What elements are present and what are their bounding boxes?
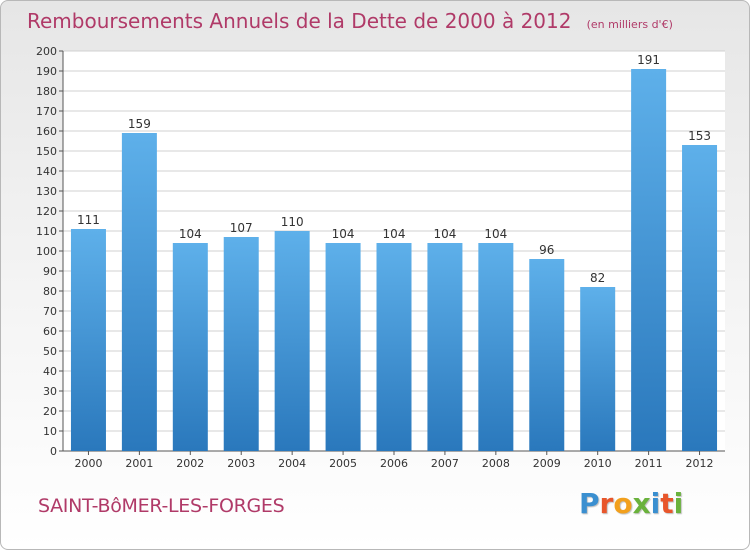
x-tick-label-2003: 2003 — [227, 457, 255, 470]
x-tick-label-2007: 2007 — [431, 457, 459, 470]
y-tick-label: 70 — [43, 305, 57, 318]
x-tick-label-2001: 2001 — [125, 457, 153, 470]
commune-name: SAINT-BôMER-LES-FORGES — [38, 495, 285, 517]
bar-2004 — [274, 231, 310, 451]
data-label-2007: 104 — [433, 227, 456, 241]
data-label-2009: 96 — [539, 243, 554, 257]
y-tick-label: 110 — [36, 225, 57, 238]
y-tick-label: 150 — [36, 145, 57, 158]
bar-2002 — [172, 243, 208, 451]
y-tick-label: 90 — [43, 265, 57, 278]
bar-2000 — [70, 229, 106, 451]
y-tick-label: 140 — [36, 165, 57, 178]
bar-2007 — [427, 243, 463, 451]
logo-letter: o — [613, 487, 633, 520]
bar-2008 — [478, 243, 514, 451]
y-tick-label: 30 — [43, 385, 57, 398]
chart-title-block: Remboursements Annuels de la Dette de 20… — [27, 9, 673, 33]
y-tick-label: 120 — [36, 205, 57, 218]
y-tick-label: 130 — [36, 185, 57, 198]
unit-note: (en milliers d'€) — [586, 18, 673, 31]
x-tick-label-2005: 2005 — [329, 457, 357, 470]
data-label-2003: 107 — [230, 221, 253, 235]
x-tick-label-2011: 2011 — [635, 457, 663, 470]
y-tick-label: 100 — [36, 245, 57, 258]
bar-2001 — [121, 133, 157, 451]
y-tick-label: 10 — [43, 425, 57, 438]
logo-letter: x — [632, 487, 651, 520]
data-label-2010: 82 — [590, 271, 605, 285]
data-label-2002: 104 — [179, 227, 202, 241]
y-tick-label: 60 — [43, 325, 57, 338]
bar-2006 — [376, 243, 412, 451]
x-tick-label-2009: 2009 — [533, 457, 561, 470]
logo-letter: P — [579, 487, 600, 520]
bar-2005 — [325, 243, 361, 451]
y-tick-label: 0 — [50, 445, 57, 458]
logo-letter: i — [650, 487, 661, 520]
data-label-2008: 104 — [484, 227, 507, 241]
x-tick-label-2006: 2006 — [380, 457, 408, 470]
bar-2012 — [682, 145, 718, 451]
bar-2009 — [529, 259, 565, 451]
y-tick-label: 160 — [36, 125, 57, 138]
bar-2003 — [223, 237, 259, 451]
y-tick-label: 40 — [43, 365, 57, 378]
y-tick-label: 170 — [36, 105, 57, 118]
logo-letter: i — [673, 487, 684, 520]
data-label-2012: 153 — [688, 129, 711, 143]
y-tick-label: 50 — [43, 345, 57, 358]
data-label-2011: 191 — [637, 53, 660, 67]
x-tick-label-2000: 2000 — [74, 457, 102, 470]
data-label-2005: 104 — [332, 227, 355, 241]
bar-2010 — [580, 287, 616, 451]
x-tick-label-2002: 2002 — [176, 457, 204, 470]
x-tick-label-2012: 2012 — [686, 457, 714, 470]
data-label-2006: 104 — [383, 227, 406, 241]
y-tick-label: 200 — [36, 45, 57, 58]
x-tick-label-2004: 2004 — [278, 457, 306, 470]
y-tick-label: 80 — [43, 285, 57, 298]
logo-letter: r — [599, 487, 614, 520]
x-tick-label-2008: 2008 — [482, 457, 510, 470]
bar-2011 — [631, 69, 667, 451]
proxiti-logo[interactable]: Proxiti — [579, 487, 683, 520]
y-tick-label: 180 — [36, 85, 57, 98]
data-label-2000: 111 — [77, 213, 100, 227]
logo-letter: t — [660, 487, 674, 520]
y-tick-label: 20 — [43, 405, 57, 418]
chart-title: Remboursements Annuels de la Dette de 20… — [27, 9, 572, 33]
y-tick-label: 190 — [36, 65, 57, 78]
x-tick-label-2010: 2010 — [584, 457, 612, 470]
data-label-2004: 110 — [281, 215, 304, 229]
data-label-2001: 159 — [128, 117, 151, 131]
